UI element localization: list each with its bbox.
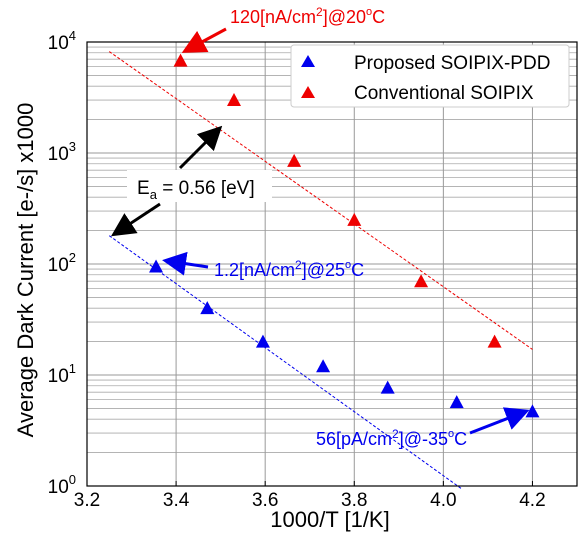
x-tick-labels: 3.2 3.4 3.6 3.8 4.0 4.2 (74, 481, 546, 511)
y-axis-label: Average Dark Current [e-/s] x1000 (13, 103, 38, 438)
annotation-ea-arrow-down (110, 202, 161, 237)
fit-line-1 (108, 51, 533, 350)
y-tick-label: 104 (48, 28, 76, 54)
y-tick-label: 101 (48, 361, 76, 387)
x-axis-label: 1000/T [1/K] (270, 507, 389, 532)
y-tick-label: 100 (48, 472, 76, 498)
fit-line-0 (108, 235, 462, 489)
data-point-series-0 (149, 259, 164, 273)
data-point-series-1 (173, 53, 188, 67)
x-tick-label: 4.2 (519, 490, 545, 511)
legend-label-conv: Conventional SOIPIX (354, 83, 534, 104)
legend: Proposed SOIPIX-PDD Conventional SOIPIX (290, 44, 570, 108)
annotation-red: 120[nA/cm2]@20oC (230, 5, 385, 27)
x-tick-label: 3.6 (252, 490, 278, 511)
y-tick-label: 102 (48, 250, 76, 276)
x-tick-label: 3.8 (341, 490, 367, 511)
y-tick-label: 103 (48, 139, 76, 165)
annotation-red-arrow (181, 27, 227, 53)
plot-frame (86, 41, 578, 487)
data-point-series-1 (287, 153, 302, 167)
legend-marker-conv (301, 86, 315, 98)
y-tick-labels: 100 101 102 103 104 (48, 28, 76, 498)
data-point-series-0 (200, 301, 215, 315)
data-points (149, 53, 540, 418)
legend-label-pdd: Proposed SOIPIX-PDD (354, 53, 550, 74)
data-point-series-1 (487, 334, 502, 348)
annotation-ea: Ea = 0.56 [eV] (137, 178, 255, 202)
legend-marker-pdd (301, 55, 315, 67)
fit-lines (108, 51, 533, 489)
annotation-blue-2-arrow (469, 407, 530, 435)
data-point-series-1 (414, 274, 429, 288)
data-point-series-1 (227, 93, 241, 107)
annotation-blue-2: 56[pA/cm2]@-35oC (316, 427, 467, 449)
data-point-series-0 (316, 359, 331, 373)
x-tick-label: 3.2 (74, 490, 100, 511)
data-point-series-0 (380, 380, 395, 394)
data-point-series-0 (449, 395, 464, 409)
data-point-series-0 (255, 334, 270, 348)
annotation-ea-arrow-up (178, 125, 223, 170)
x-tick-label: 4.0 (430, 490, 456, 511)
annotation-blue-1-arrow (162, 251, 209, 276)
annotation-blue-1: 1.2[nA/cm2]@25oC (214, 258, 364, 280)
annotation-ea-box (127, 170, 272, 202)
data-point-series-0 (525, 404, 540, 418)
legend-box (290, 44, 570, 108)
data-point-series-1 (347, 212, 362, 226)
x-tick-label: 3.4 (163, 490, 190, 511)
